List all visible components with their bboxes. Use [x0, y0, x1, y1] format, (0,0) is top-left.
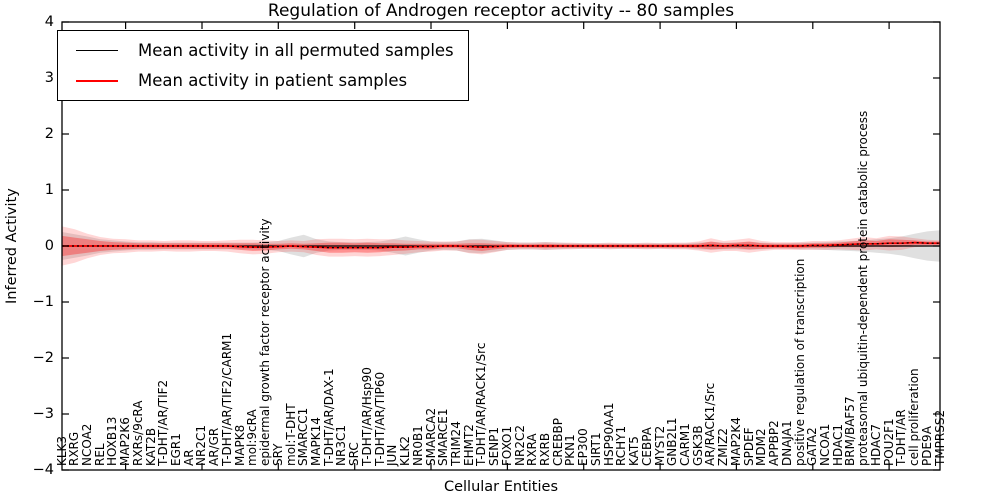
x-category-label: T-DHT/AR/TIF2/CARM1 — [219, 332, 234, 466]
x-category-label: DNAJA1 — [779, 420, 794, 466]
x-category-label: NR0B1 — [410, 425, 425, 466]
legend-label-permuted: Mean activity in all permuted samples — [138, 41, 454, 60]
x-category-label: CEBPA — [639, 427, 654, 466]
x-category-label: TMPRSS2 — [932, 409, 947, 466]
y-tick-label: −1 — [32, 294, 54, 310]
x-axis-label: Cellular Entities — [443, 479, 559, 495]
legend-label-patient: Mean activity in patient samples — [138, 71, 408, 90]
x-category-label: SRY — [270, 443, 285, 466]
x-category-label: TRIM24 — [448, 421, 463, 466]
x-category-label: PDE9A — [919, 426, 934, 466]
legend-entry-patient: Mean activity in patient samples — [68, 68, 454, 93]
x-category-label: NCOA2 — [79, 423, 94, 466]
x-category-label: RXRs/9cRA — [130, 400, 145, 466]
legend: Mean activity in all permuted samples Me… — [57, 30, 469, 101]
chart-title: Regulation of Androgen receptor activity… — [267, 1, 735, 21]
legend-entry-permuted: Mean activity in all permuted samples — [68, 38, 454, 63]
y-tick-label: 2 — [44, 126, 54, 142]
y-tick-label: −2 — [32, 350, 54, 366]
x-category-label: HDAC7 — [868, 423, 883, 466]
x-category-label: MAP2K4 — [728, 417, 743, 466]
y-tick-label: 0 — [44, 238, 54, 254]
dotted-overlay-line — [62, 241, 940, 249]
y-tick-label: −3 — [32, 406, 54, 422]
y-tick-label: 3 — [44, 70, 54, 86]
legend-red-line-icon — [76, 79, 118, 82]
x-category-label: SIRT1 — [588, 432, 603, 466]
x-category-label: epidermal growth factor receptor activit… — [258, 218, 273, 466]
y-tick-label: −4 — [32, 462, 54, 478]
x-category-label: T-DHT/AR/Hsp90 — [359, 367, 374, 466]
x-category-label: FOXO1 — [499, 425, 514, 466]
y-tick-label: 1 — [44, 182, 54, 198]
x-category-label: proteasomal ubiquitin-dependent protein … — [856, 110, 871, 466]
legend-black-line-icon — [76, 50, 118, 51]
y-tick-label: 4 — [44, 14, 54, 30]
